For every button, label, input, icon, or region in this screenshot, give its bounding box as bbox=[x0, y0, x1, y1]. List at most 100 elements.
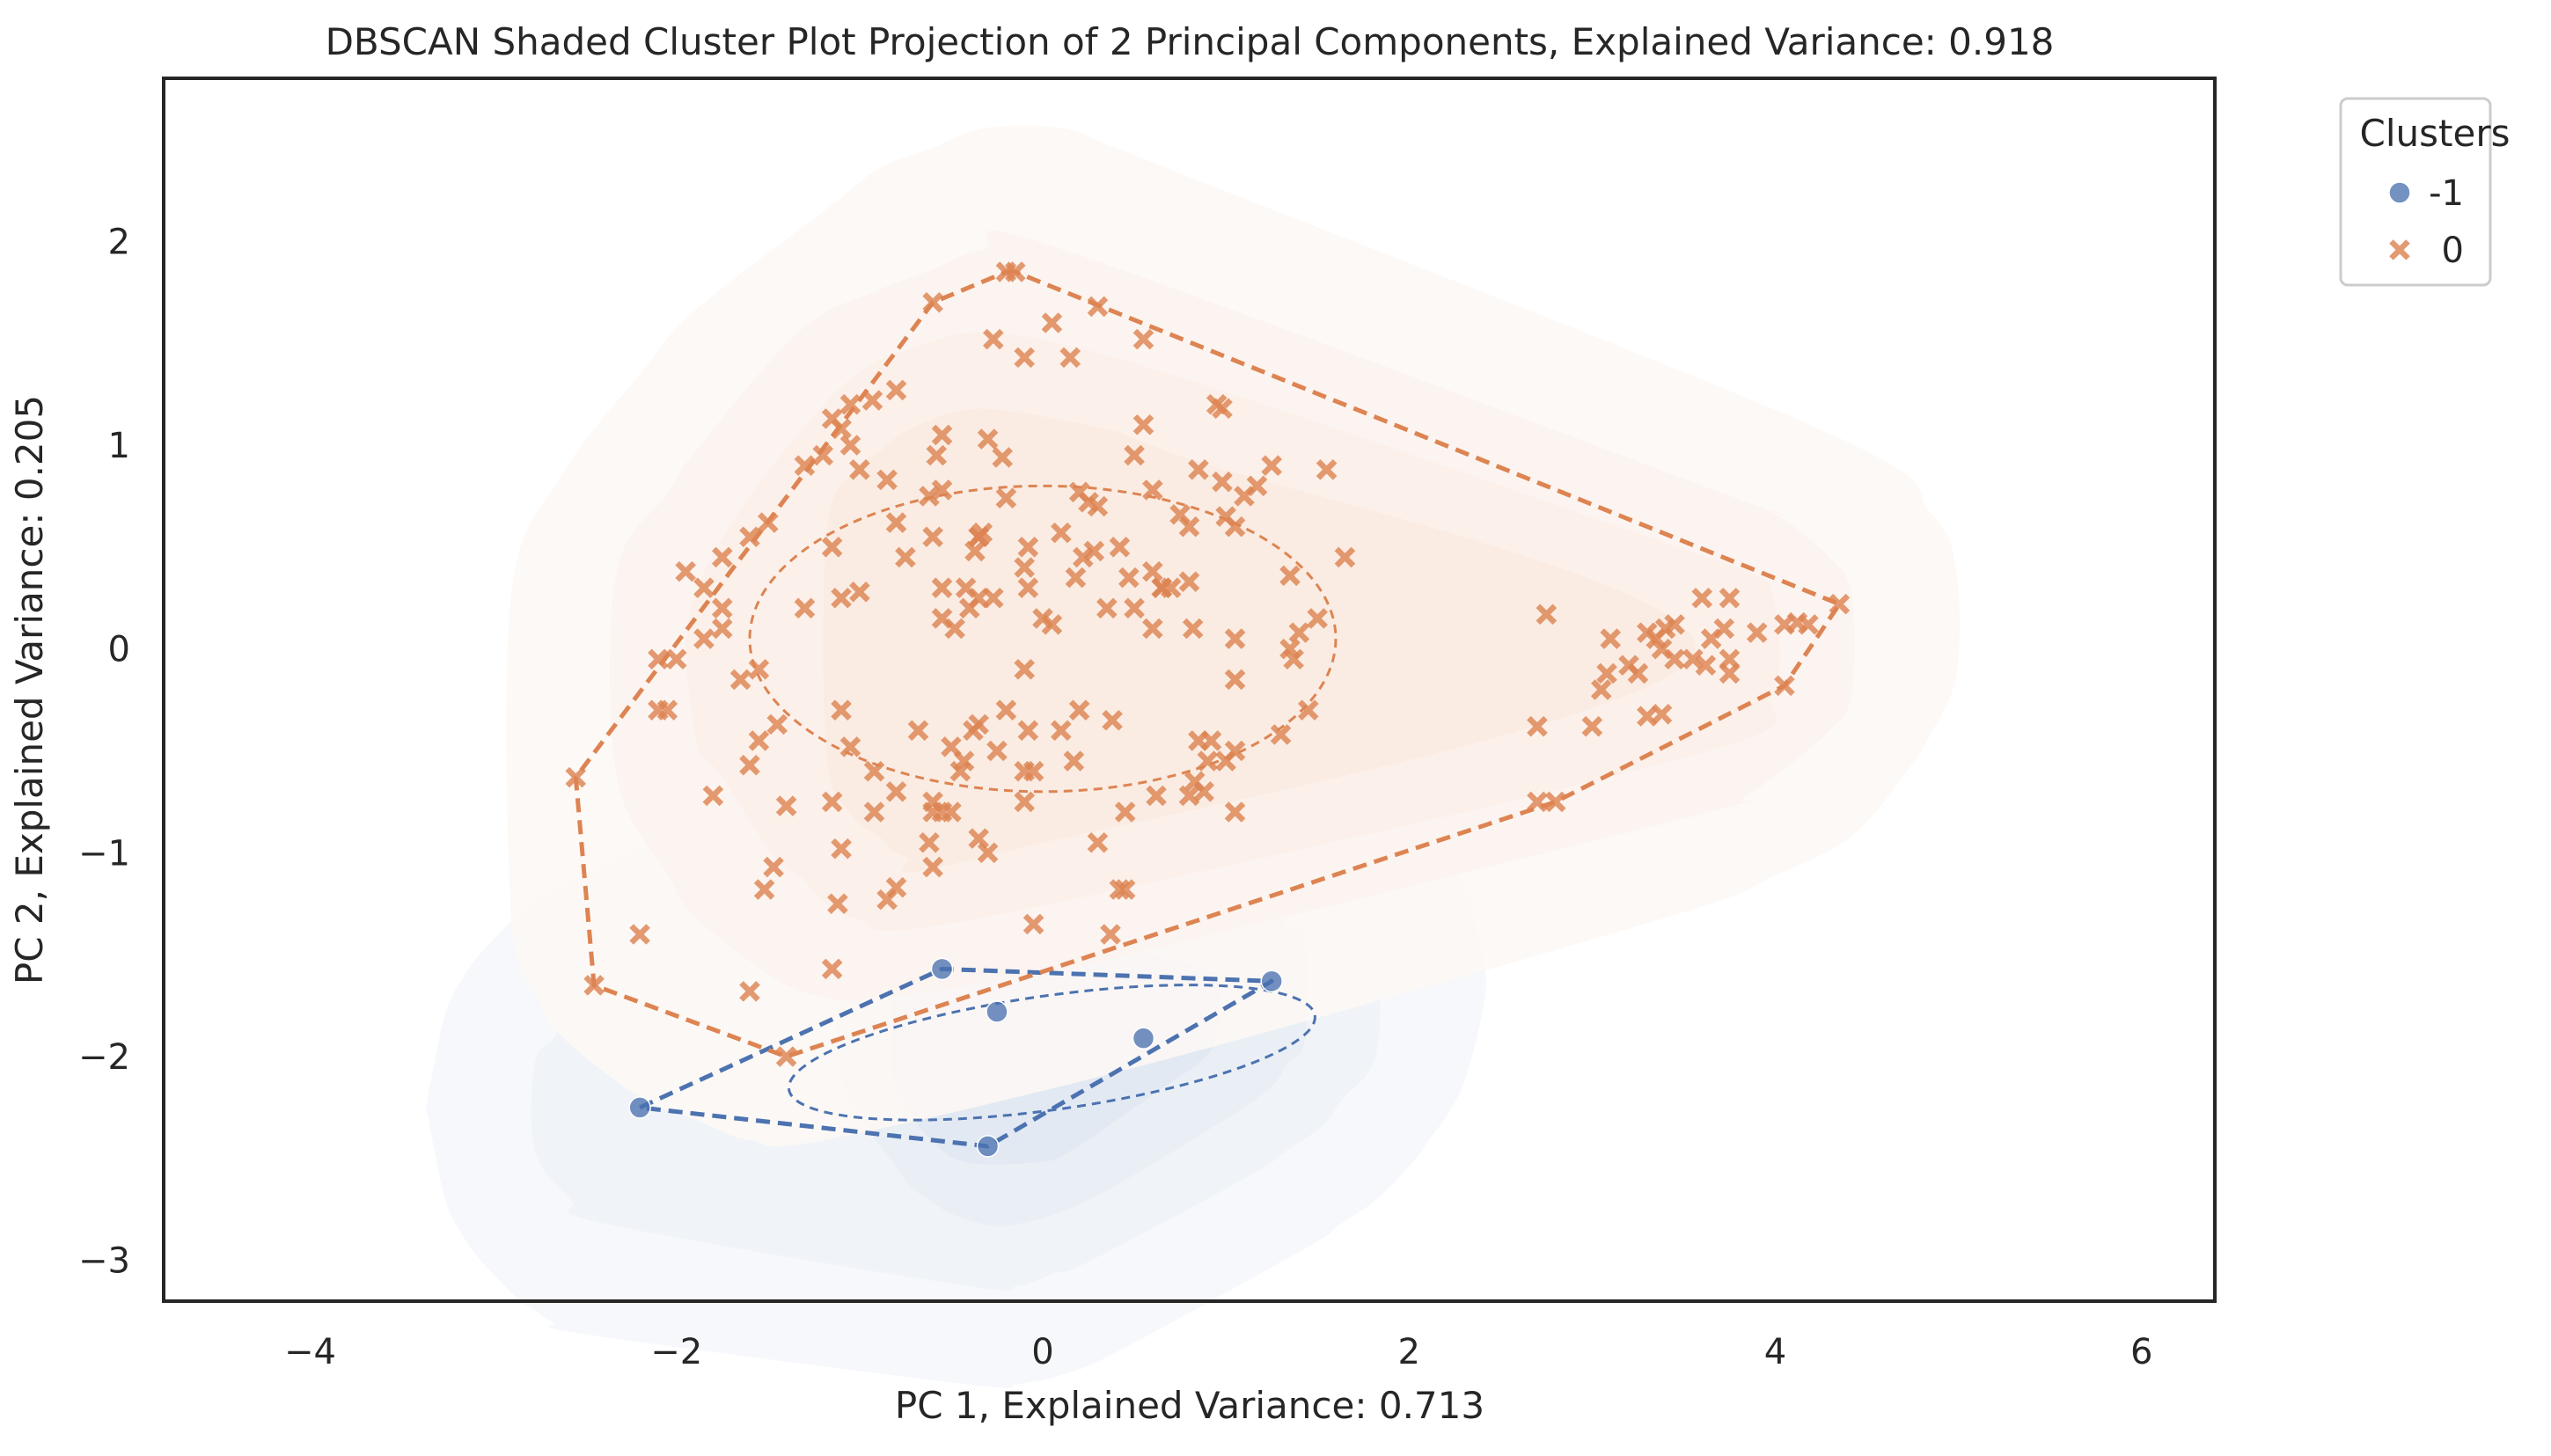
data-point bbox=[885, 781, 907, 802]
data-point bbox=[1004, 261, 1026, 282]
data-point bbox=[1646, 628, 1668, 649]
y-tick-label: 2 bbox=[108, 222, 130, 262]
data-point bbox=[983, 328, 1004, 350]
data-point bbox=[1774, 675, 1795, 697]
cluster-ellipse bbox=[748, 484, 1338, 794]
data-point bbox=[1068, 699, 1090, 721]
density-contour bbox=[823, 408, 1696, 873]
data-point bbox=[1651, 704, 1673, 725]
data-point bbox=[876, 889, 898, 911]
data-point bbox=[1133, 328, 1155, 350]
data-point bbox=[583, 975, 605, 996]
data-point bbox=[1581, 715, 1603, 737]
legend-title: Clusters bbox=[2360, 112, 2511, 155]
data-point bbox=[1261, 455, 1282, 476]
y-tick-label: −2 bbox=[78, 1037, 130, 1078]
y-axis-label: PC 2, Explained Variance: 0.205 bbox=[8, 395, 51, 984]
plot-frame bbox=[162, 77, 2217, 1303]
data-point bbox=[1536, 604, 1558, 626]
data-point bbox=[1102, 709, 1123, 731]
data-point bbox=[1041, 312, 1063, 333]
x-tick-label: 4 bbox=[1764, 1332, 1786, 1372]
data-point bbox=[1600, 628, 1621, 649]
data-point bbox=[831, 699, 852, 721]
legend-box bbox=[2339, 97, 2492, 287]
data-point bbox=[863, 760, 885, 782]
data-point bbox=[1114, 801, 1136, 823]
data-point bbox=[739, 754, 760, 776]
data-point bbox=[1014, 347, 1035, 369]
data-point bbox=[1334, 546, 1356, 568]
data-point bbox=[1527, 791, 1548, 813]
data-point bbox=[1798, 614, 1819, 635]
x-axis-label: PC 1, Explained Variance: 0.713 bbox=[895, 1384, 1484, 1427]
data-point bbox=[1014, 557, 1035, 578]
data-point bbox=[885, 379, 907, 401]
data-point bbox=[1682, 648, 1704, 670]
cluster--1-points bbox=[628, 957, 1283, 1158]
data-point bbox=[665, 648, 687, 670]
x-tick-label: 2 bbox=[1398, 1332, 1420, 1372]
data-point bbox=[922, 292, 943, 313]
data-point bbox=[931, 577, 953, 598]
data-point bbox=[930, 957, 954, 981]
y-tick-label: −1 bbox=[78, 833, 130, 874]
data-point bbox=[1059, 347, 1081, 369]
data-point bbox=[919, 486, 940, 507]
data-point bbox=[1109, 879, 1131, 900]
data-point bbox=[1719, 587, 1741, 609]
data-point bbox=[1283, 648, 1304, 670]
data-point bbox=[986, 1000, 1008, 1023]
data-point bbox=[693, 628, 715, 649]
data-point bbox=[1713, 618, 1735, 640]
data-point bbox=[831, 838, 852, 860]
cluster-ellipse bbox=[787, 984, 1316, 1122]
y-tick-label: −3 bbox=[78, 1241, 130, 1282]
data-point bbox=[1288, 622, 1310, 643]
data-point bbox=[1664, 648, 1685, 670]
data-point bbox=[1527, 715, 1548, 737]
y-tick-label: 1 bbox=[108, 426, 130, 466]
data-point bbox=[1544, 791, 1566, 813]
data-point bbox=[775, 1046, 797, 1067]
data-point bbox=[1691, 587, 1713, 609]
cluster-0-points bbox=[565, 261, 1851, 1067]
data-point bbox=[812, 444, 834, 466]
x-axis-ticks: −4 −2 0 2 4 6 bbox=[284, 1332, 2152, 1372]
data-point bbox=[1132, 1027, 1155, 1050]
data-point bbox=[963, 720, 984, 742]
data-point bbox=[1224, 801, 1246, 823]
data-point bbox=[711, 597, 733, 619]
data-point bbox=[968, 828, 989, 849]
data-point bbox=[729, 669, 751, 691]
data-point bbox=[748, 659, 770, 680]
data-point bbox=[1114, 879, 1136, 900]
data-point bbox=[775, 795, 797, 816]
data-point bbox=[1096, 597, 1118, 619]
data-point bbox=[931, 424, 953, 446]
data-point bbox=[931, 479, 953, 501]
data-point bbox=[876, 469, 898, 491]
data-point bbox=[1160, 577, 1182, 598]
data-point bbox=[839, 393, 861, 415]
data-point bbox=[565, 766, 587, 788]
data-point bbox=[995, 487, 1017, 509]
data-point bbox=[648, 699, 669, 721]
data-point bbox=[831, 587, 852, 609]
data-point bbox=[861, 390, 883, 411]
x-tick-label: −2 bbox=[650, 1332, 702, 1372]
data-point bbox=[977, 428, 999, 450]
data-point bbox=[1719, 662, 1741, 684]
data-point bbox=[1212, 471, 1233, 493]
data-point bbox=[1695, 655, 1717, 676]
data-point bbox=[1017, 577, 1039, 598]
data-point bbox=[1316, 459, 1338, 480]
legend-marker-0 bbox=[2389, 239, 2410, 260]
data-point bbox=[1124, 597, 1145, 619]
data-point bbox=[895, 546, 916, 568]
data-point bbox=[758, 512, 779, 533]
data-point bbox=[931, 801, 953, 823]
data-point bbox=[1260, 969, 1283, 993]
data-point bbox=[977, 842, 999, 864]
